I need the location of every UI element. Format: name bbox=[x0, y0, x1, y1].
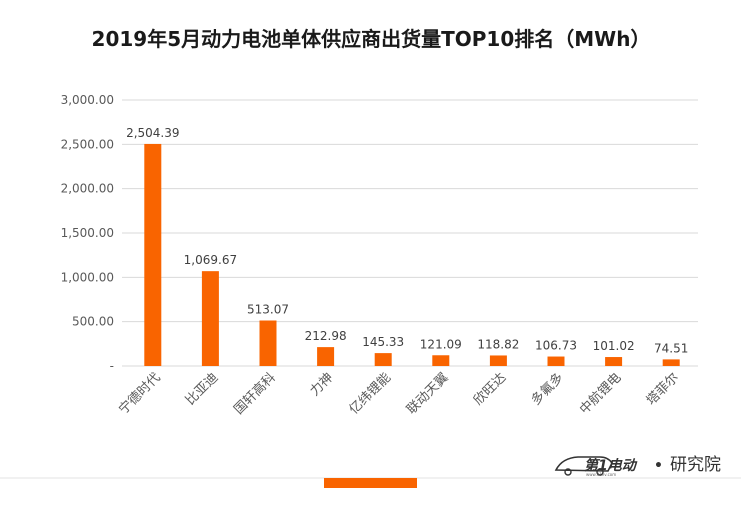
data-label: 1,069.67 bbox=[184, 253, 237, 267]
bar bbox=[374, 353, 392, 366]
data-label: 74.51 bbox=[654, 341, 688, 355]
bar bbox=[201, 271, 219, 366]
data-label: 101.02 bbox=[593, 339, 635, 353]
data-label: 145.33 bbox=[362, 335, 404, 349]
bar bbox=[605, 357, 623, 366]
y-tick-label: 500.00 bbox=[72, 315, 114, 329]
brand-suffix: 研究院 bbox=[670, 455, 721, 475]
y-tick-label: 2,000.00 bbox=[61, 182, 114, 196]
x-axis-categories: 宁德时代 比亚迪 国轩高科 力神 亿纬锂能 联动天翼 欣旺达 多氟多 中航锂电 塔菲尔 bbox=[116, 370, 682, 418]
x-tick-label: 欣旺达 bbox=[471, 370, 509, 408]
car-icon bbox=[554, 456, 613, 472]
x-tick-label: 塔菲尔 bbox=[644, 370, 682, 408]
bar bbox=[662, 359, 680, 366]
y-axis-ticks: - 500.00 1,000.00 1,500.00 2,000.00 2,500.00 3… bbox=[61, 93, 114, 373]
data-label: 212.98 bbox=[305, 329, 347, 343]
y-tick-label: 3,000.00 bbox=[61, 93, 114, 107]
footer-accent-bar bbox=[324, 478, 417, 488]
y-tick-label: 2,500.00 bbox=[61, 137, 114, 151]
y-tick-label: 1,500.00 bbox=[61, 226, 114, 240]
data-label: 106.73 bbox=[535, 339, 577, 353]
x-tick-label: 国轩高科 bbox=[231, 370, 279, 418]
x-tick-label: 宁德时代 bbox=[116, 370, 164, 418]
bar bbox=[317, 347, 335, 366]
bar bbox=[259, 320, 277, 366]
wheel-icon bbox=[564, 468, 572, 476]
data-label: 121.09 bbox=[420, 337, 462, 351]
bar bbox=[489, 355, 507, 366]
bar bbox=[432, 355, 450, 366]
x-tick-label: 力神 bbox=[307, 370, 336, 399]
brand-logo: 第1电动 www.d1ev.com • 研究院 bbox=[554, 455, 721, 477]
x-tick-label: 多氟多 bbox=[528, 370, 567, 409]
data-labels: 2,504.39 1,069.67 513.07 212.98 145.33 121.09… bbox=[126, 126, 688, 355]
data-label: 118.82 bbox=[477, 337, 519, 351]
brand-name: 第1电动 bbox=[584, 457, 638, 474]
brand-separator: • bbox=[654, 458, 663, 474]
x-tick-label: 中航锂电 bbox=[576, 370, 624, 418]
y-tick-label: 1,000.00 bbox=[61, 270, 114, 284]
x-tick-label: 联动天翼 bbox=[404, 370, 451, 417]
brand-url: www.d1ev.com bbox=[586, 472, 616, 477]
bar bbox=[144, 143, 162, 366]
x-tick-label: 亿纬锂能 bbox=[347, 370, 394, 417]
bars bbox=[144, 143, 680, 366]
y-tick-label: - bbox=[110, 359, 114, 373]
data-label: 2,504.39 bbox=[126, 126, 179, 140]
data-label: 513.07 bbox=[247, 303, 289, 317]
wheel-icon bbox=[596, 468, 604, 476]
x-tick-label: 比亚迪 bbox=[183, 370, 221, 408]
chart-title: 2019年5月动力电池单体供应商出货量TOP10排名（MWh） bbox=[92, 27, 651, 51]
bar bbox=[547, 356, 565, 366]
